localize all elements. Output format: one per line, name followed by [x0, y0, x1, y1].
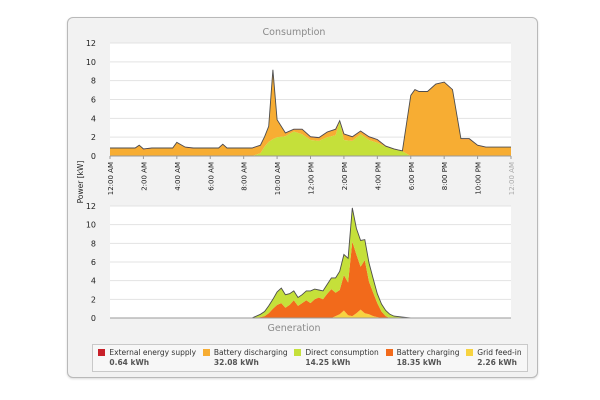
x-tick-label: 8:00 PM	[441, 162, 449, 190]
legend-item-direct-consumption[interactable]: Direct consumption 14.25 kWh	[294, 348, 379, 367]
legend-value: 18.35 kWh	[396, 358, 442, 367]
x-tick-label: 10:00 AM	[274, 162, 282, 195]
consumption-plot: 0 2 4 6 8 10 12 12:00 AM 2:00 AM 4:00 AM 6:00 AM 8:…	[86, 39, 516, 195]
y-tick-label: 10	[86, 221, 96, 230]
legend-label: Battery discharging	[213, 348, 288, 357]
consumption-total-outline	[110, 69, 511, 152]
x-tick-label: 12:00 PM	[308, 162, 316, 195]
consumption-series-direct-consumption	[110, 121, 511, 156]
generation-total-outline	[110, 207, 511, 319]
legend-swatch	[294, 349, 302, 356]
legend-swatch	[466, 349, 474, 356]
x-tick-label: 6:00 PM	[408, 162, 416, 190]
generation-title: Generation	[268, 323, 321, 334]
y-tick-label: 10	[86, 58, 96, 67]
legend-swatch	[98, 349, 106, 356]
y-tick-label: 8	[91, 77, 96, 86]
legend-label: Battery charging	[396, 348, 460, 357]
y-axis-label: Power [kW]	[76, 161, 85, 204]
y-tick-label: 12	[86, 202, 96, 211]
y-tick-label: 2	[91, 133, 96, 142]
legend-swatch	[202, 349, 210, 356]
legend: External energy supply 0.64 kWh Battery …	[92, 344, 528, 372]
x-tick-label: 2:00 AM	[140, 162, 148, 191]
x-tick-label: 6:00 AM	[207, 162, 215, 191]
legend-label: External energy supply	[109, 348, 197, 357]
x-tick-label: 4:00 AM	[174, 162, 182, 191]
y-tick-label: 2	[91, 295, 96, 304]
legend-swatch	[385, 349, 393, 356]
legend-value: 32.08 kWh	[213, 358, 259, 367]
x-tick-label: 12:00 AM	[508, 162, 516, 195]
legend-item-battery-charging[interactable]: Battery charging 18.35 kWh	[385, 348, 460, 367]
y-tick-label: 0	[91, 152, 96, 161]
y-tick-label: 12	[86, 39, 96, 48]
x-tick-label: 2:00 PM	[341, 162, 349, 190]
legend-item-external-energy-supply[interactable]: External energy supply 0.64 kWh	[98, 348, 196, 367]
y-tick-label: 4	[91, 277, 96, 286]
legend-value: 2.26 kWh	[477, 358, 517, 367]
consumption-title: Consumption	[263, 27, 326, 38]
legend-item-grid-feed-in[interactable]: Grid feed-in 2.26 kWh	[466, 348, 522, 367]
legend-label: Direct consumption	[305, 348, 379, 357]
legend-value: 0.64 kWh	[109, 358, 150, 367]
y-tick-label: 8	[91, 239, 96, 248]
x-tick-label: 4:00 PM	[374, 162, 382, 190]
y-tick-label: 0	[91, 314, 96, 323]
x-tick-label: 8:00 AM	[241, 162, 249, 191]
generation-series-direct-consumption	[110, 207, 511, 318]
y-tick-label: 6	[91, 258, 96, 267]
legend-value: 14.25 kWh	[305, 358, 351, 367]
y-tick-label: 6	[91, 96, 96, 105]
generation-plot: 0 2 4 6 8 10 12	[86, 202, 511, 323]
consumption-series-battery-discharging	[110, 70, 511, 156]
x-tick-label: 12:00 AM	[107, 162, 115, 195]
legend-label: Grid feed-in	[477, 348, 522, 357]
x-tick-label: 10:00 PM	[475, 162, 483, 195]
y-tick-label: 4	[91, 114, 96, 123]
legend-item-battery-discharging[interactable]: Battery discharging 32.08 kWh	[202, 348, 288, 367]
